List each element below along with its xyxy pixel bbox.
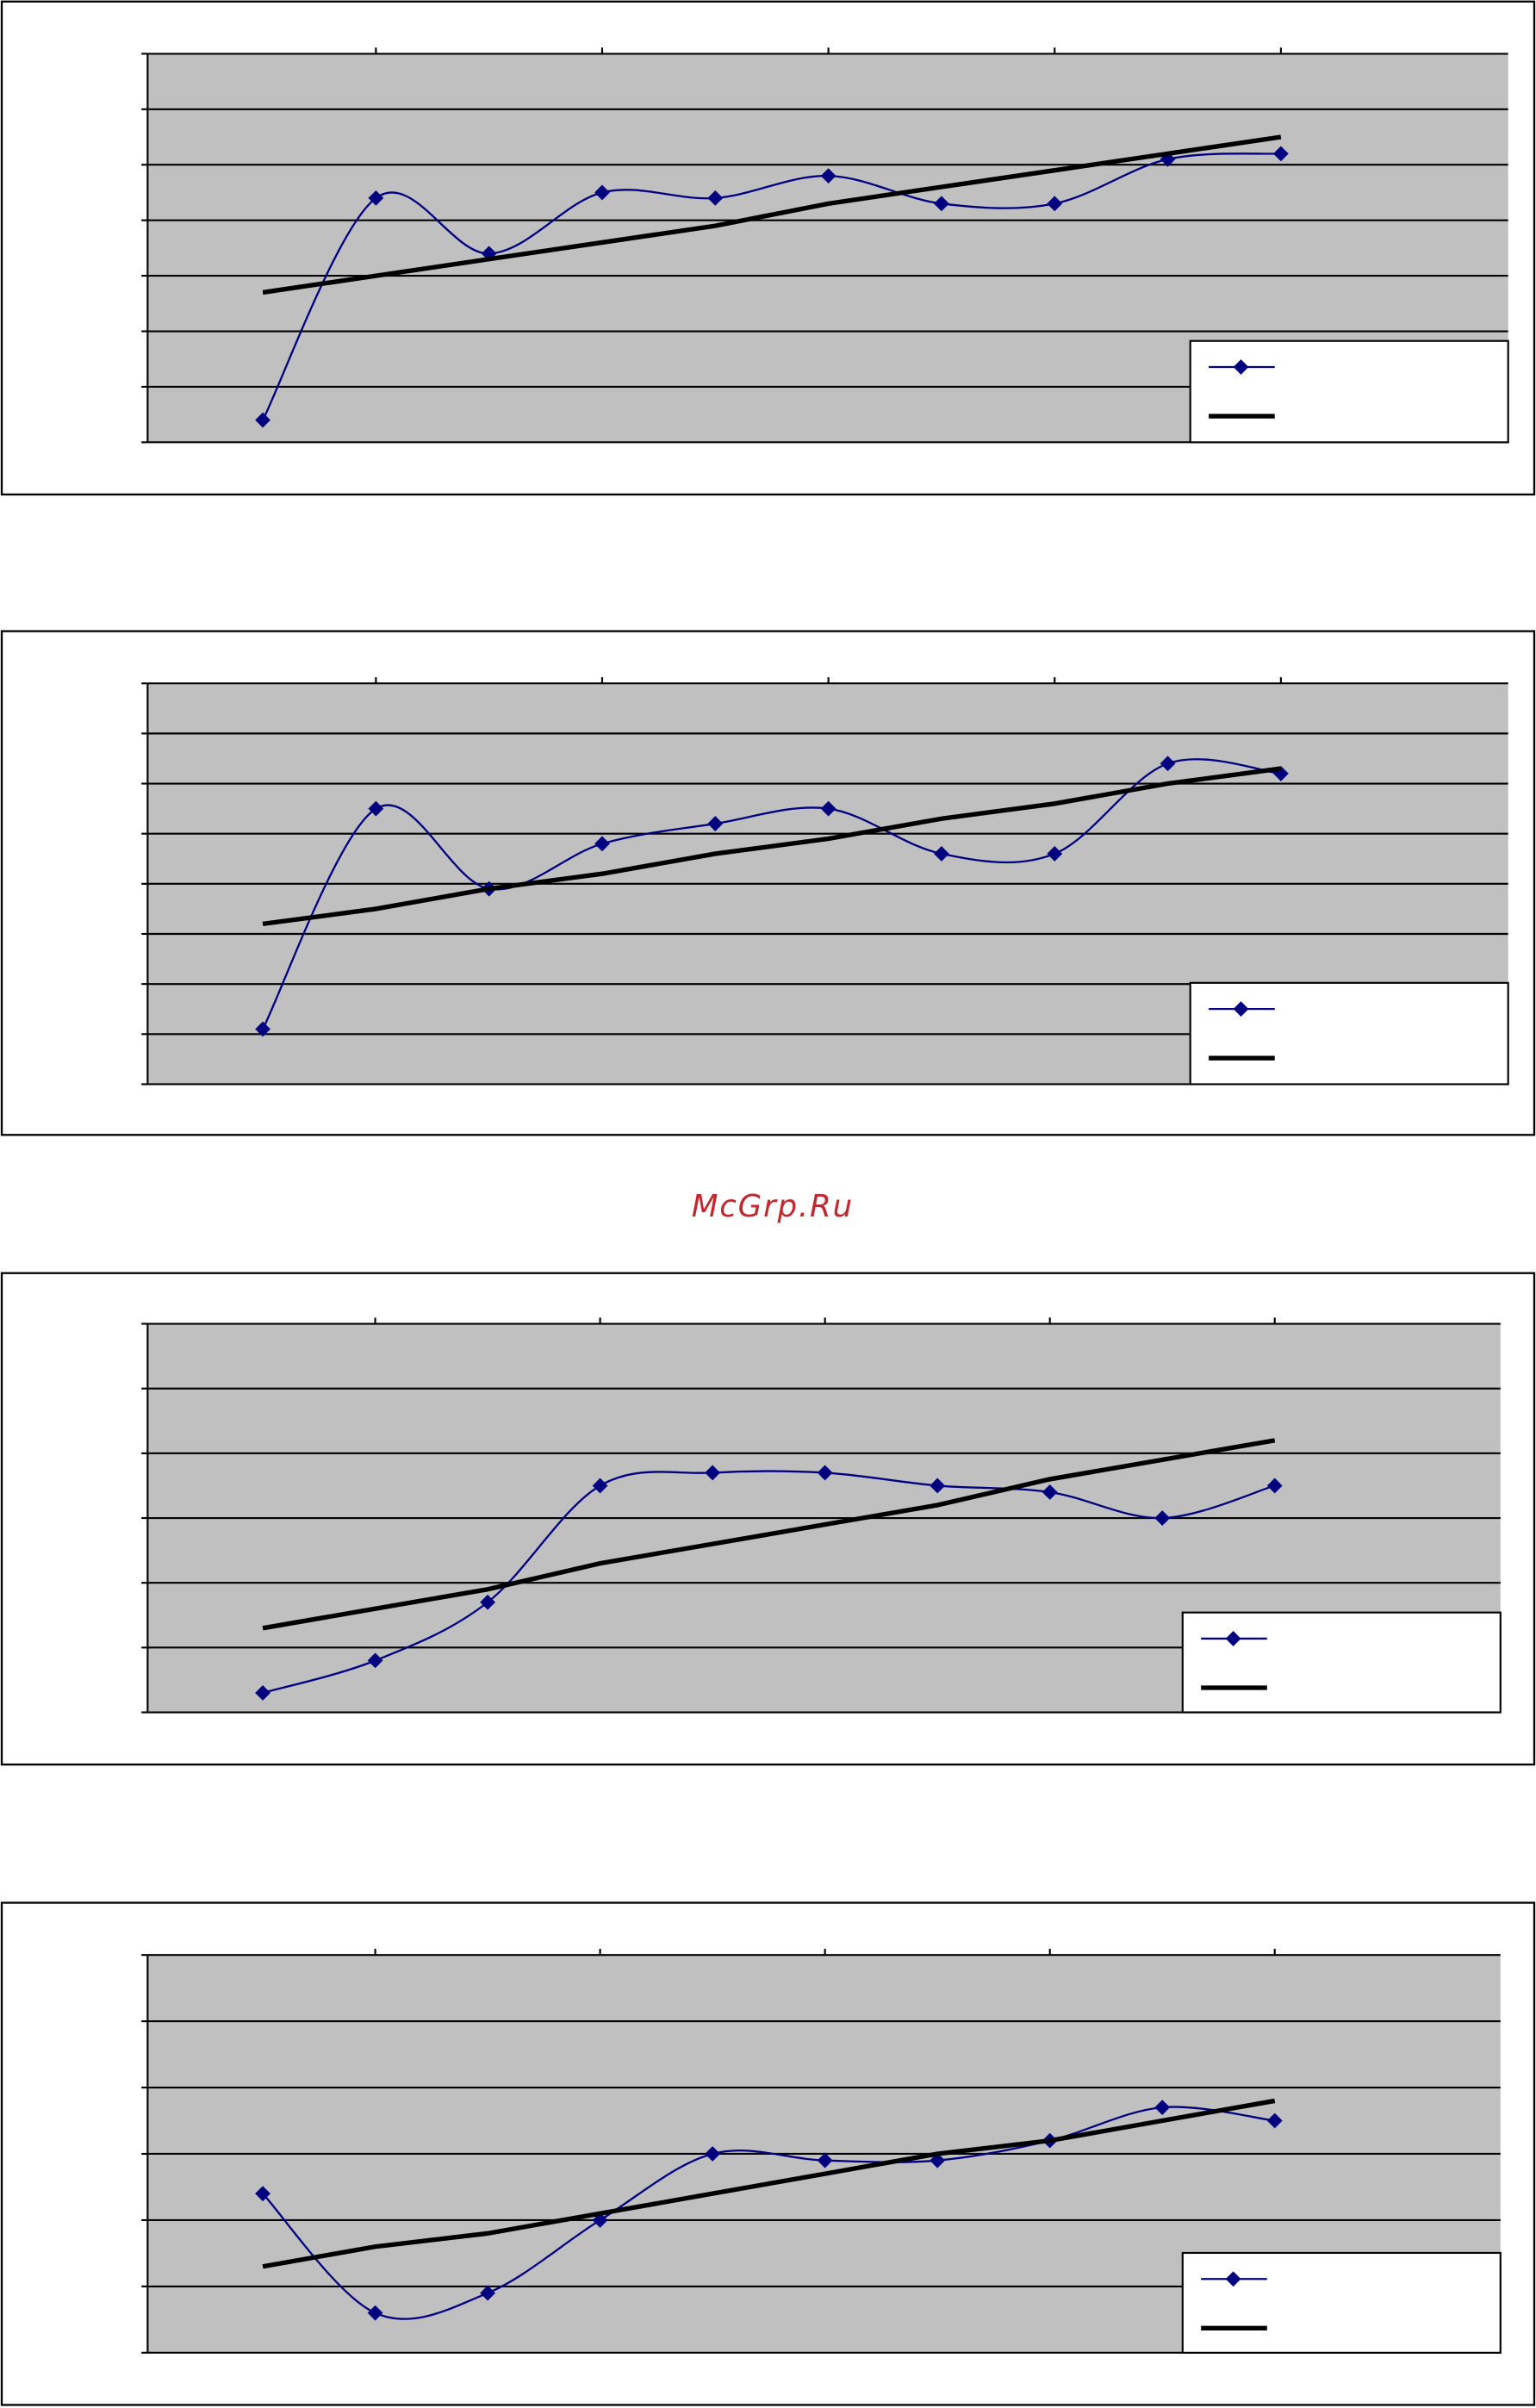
- data-point: [1272, 146, 1289, 162]
- legend: [1189, 981, 1509, 1086]
- data-point: [820, 800, 836, 817]
- watermark: McGrp.Ru: [692, 1189, 854, 1224]
- data-point: [368, 800, 384, 817]
- trend-line: [262, 134, 1282, 296]
- data-line: [262, 152, 1281, 421]
- legend: [1189, 339, 1509, 444]
- chart: [0, 630, 1536, 1136]
- legend: [1181, 2251, 1502, 2354]
- data-line: [262, 1470, 1276, 1695]
- data-point: [1266, 1478, 1283, 1494]
- chart: [0, 0, 1536, 496]
- trend-line: [262, 2098, 1276, 2269]
- data-point: [1047, 846, 1063, 862]
- data-point: [817, 2152, 833, 2168]
- data-point: [1266, 2112, 1283, 2129]
- data-line: [262, 2106, 1275, 2320]
- data-point: [480, 1594, 496, 1610]
- chart: [0, 1272, 1536, 1766]
- trend-line: [262, 1438, 1276, 1631]
- trend-line: [262, 766, 1282, 927]
- data-point: [1047, 196, 1063, 212]
- data-point: [594, 836, 610, 852]
- data-point: [820, 168, 836, 184]
- legend-marker: [1225, 2271, 1241, 2287]
- data-line: [262, 758, 1281, 1030]
- legend-marker: [1225, 1631, 1241, 1646]
- data-point: [705, 2146, 721, 2162]
- chart: [0, 1901, 1536, 2406]
- data-point: [368, 190, 384, 206]
- data-point: [1160, 756, 1176, 772]
- legend: [1181, 1611, 1502, 1714]
